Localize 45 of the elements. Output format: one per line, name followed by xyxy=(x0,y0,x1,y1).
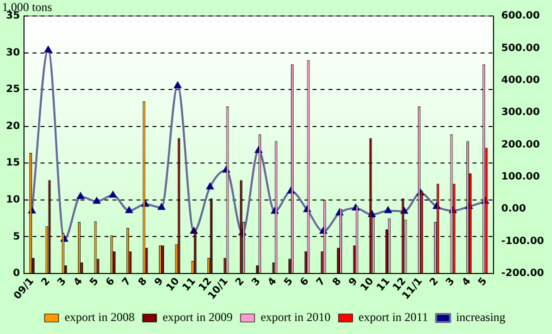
x-tick-label: 4 xyxy=(460,276,474,288)
x-tick-label: 3 xyxy=(444,276,458,288)
y2-tick-label: 400.00 xyxy=(501,74,540,86)
y-tick-label: 30 xyxy=(6,47,20,58)
x-tick-label: 7 xyxy=(120,276,134,288)
x-tick-label: 8 xyxy=(330,276,344,288)
x-tick-label: 11 xyxy=(180,276,198,294)
x-tick-label: 5 xyxy=(476,276,490,288)
x-tick-label: 5 xyxy=(282,276,296,288)
x-tick-label: 6 xyxy=(104,276,118,288)
x-tick-label: 11 xyxy=(374,276,392,294)
x-tick-label: 5 xyxy=(88,276,102,288)
y-tick-label: 25 xyxy=(6,84,20,96)
y2-tick-label: 0.00 xyxy=(501,204,526,215)
legend-label: export in 2010 xyxy=(260,310,331,324)
x-tick-label: 3 xyxy=(56,276,69,288)
x-tick-label: 4 xyxy=(72,276,85,288)
x-tick-label: 3 xyxy=(250,276,263,288)
y-tick-label: 10 xyxy=(6,194,20,206)
x-tick-label: 10 xyxy=(358,276,376,294)
legend-label: increasing xyxy=(456,310,506,324)
x-tick-label: 2 xyxy=(40,276,52,288)
y-tick-label: 20 xyxy=(6,120,20,132)
legend-label: export in 2009 xyxy=(162,310,233,324)
y2-tick-label: 200.00 xyxy=(501,139,540,150)
x-tick-label: 2 xyxy=(234,276,247,288)
y2-tick-label: -200.00 xyxy=(501,268,544,280)
y2-tick-label: 100.00 xyxy=(501,172,540,183)
y2-tick-label: 500.00 xyxy=(501,42,540,54)
x-tick-label: 9 xyxy=(152,276,166,288)
y2-tick-label: 300.00 xyxy=(501,107,540,118)
x-tick-label: 9 xyxy=(347,276,360,288)
y-tick-label: 0 xyxy=(12,268,20,280)
y2-tick-label: 600.00 xyxy=(501,10,540,22)
y2-tick-label: -100.00 xyxy=(501,236,544,247)
x-tick-label: 6 xyxy=(298,276,312,288)
x-tick-label: 8 xyxy=(136,276,150,288)
x-tick-label: 4 xyxy=(266,276,280,288)
y-tick-label: 15 xyxy=(6,158,20,169)
y-tick-label: 5 xyxy=(12,231,20,242)
x-tick-label: 2 xyxy=(428,276,441,288)
x-tick-label: 7 xyxy=(314,276,328,288)
legend-label: export in 2008 xyxy=(64,310,135,324)
x-tick-label: 10 xyxy=(164,276,182,294)
legend-label: export in 2011 xyxy=(358,310,428,324)
